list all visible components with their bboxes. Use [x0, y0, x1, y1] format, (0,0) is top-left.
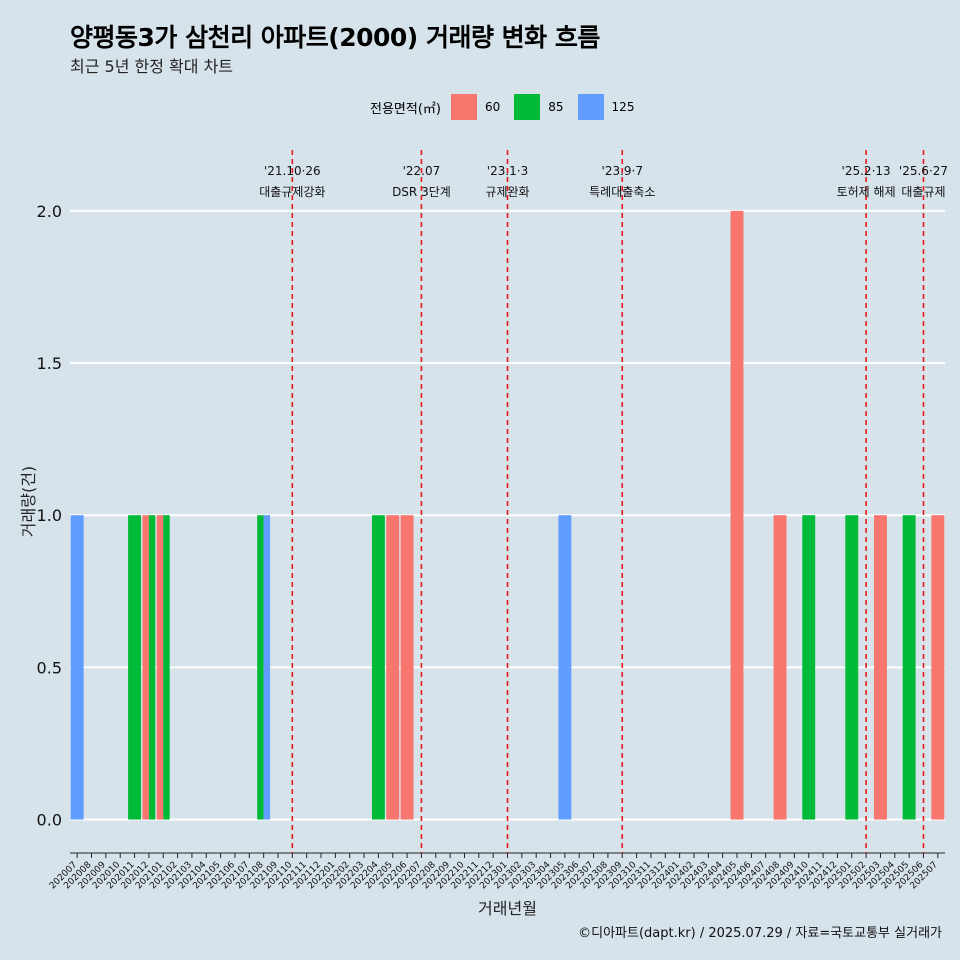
legend: 전용면적(㎡) 60 85 125 [370, 93, 648, 121]
bar [257, 515, 264, 820]
bar [163, 515, 170, 820]
annotation-date: '25.2·13 [842, 164, 891, 178]
source-caption: ©디아파트(dapt.kr) / 2025.07.29 / 자료=국토교통부 실… [578, 926, 942, 941]
chart-title: 양평동3가 삼천리 아파트(2000) 거래량 변화 흐름 [70, 23, 600, 52]
legend-swatch-60 [450, 94, 477, 120]
annotation-date: '21.10·26 [264, 164, 321, 178]
annotation-label: 대출규제강화 [259, 185, 325, 199]
bar [142, 515, 149, 820]
chart-subtitle: 최근 5년 한정 확대 차트 [70, 57, 234, 76]
bar [773, 515, 787, 820]
legend-label-60: 60 [484, 100, 501, 114]
legend-item-125: 125 [577, 94, 645, 120]
bar [128, 515, 142, 820]
y-tick-label: 0.0 [37, 811, 62, 830]
bar [371, 515, 385, 820]
legend-title: 전용면적(㎡) [370, 101, 441, 117]
bar [148, 515, 156, 820]
annotation-label: 특례대출축소 [589, 185, 655, 199]
y-tick-label: 1.5 [37, 354, 62, 373]
bar [558, 515, 572, 820]
y-axis-title: 거래량(건) [19, 466, 38, 537]
x-axis-title: 거래년월 [478, 899, 537, 918]
bar [730, 210, 744, 820]
legend-swatch-125 [577, 94, 604, 120]
annotation-date: '23.9·7 [602, 164, 643, 178]
annotation-label: 토허제 해제 [837, 185, 896, 199]
annotation-date: '23.1·3 [487, 164, 528, 178]
bar [845, 515, 859, 820]
y-tick-label: 1.0 [37, 506, 62, 525]
bar [802, 515, 816, 820]
bar [263, 515, 271, 820]
annotation-date: '25.6·27 [899, 164, 948, 178]
bar [386, 515, 400, 820]
y-tick-label: 2.0 [37, 202, 62, 221]
legend-swatch-85 [514, 94, 541, 120]
legend-label-85: 85 [548, 100, 564, 114]
legend-item-60: 60 [450, 94, 510, 120]
annotation-label: 대출규제 [901, 185, 945, 199]
annotation-date: '22.07 [403, 164, 441, 178]
bar [873, 515, 887, 820]
legend-label-125: 125 [611, 100, 635, 114]
legend-item-85: 85 [514, 94, 573, 120]
annotation-label: DSR 3단계 [392, 185, 451, 199]
bar [70, 515, 84, 820]
annotation-label: 규제완화 [485, 185, 529, 199]
y-tick-label: 0.5 [37, 658, 62, 677]
bar [931, 515, 945, 820]
bar [902, 515, 916, 820]
bar [400, 515, 414, 820]
bar [156, 515, 164, 820]
